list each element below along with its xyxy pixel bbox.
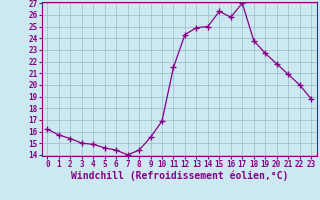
X-axis label: Windchill (Refroidissement éolien,°C): Windchill (Refroidissement éolien,°C): [70, 171, 288, 181]
